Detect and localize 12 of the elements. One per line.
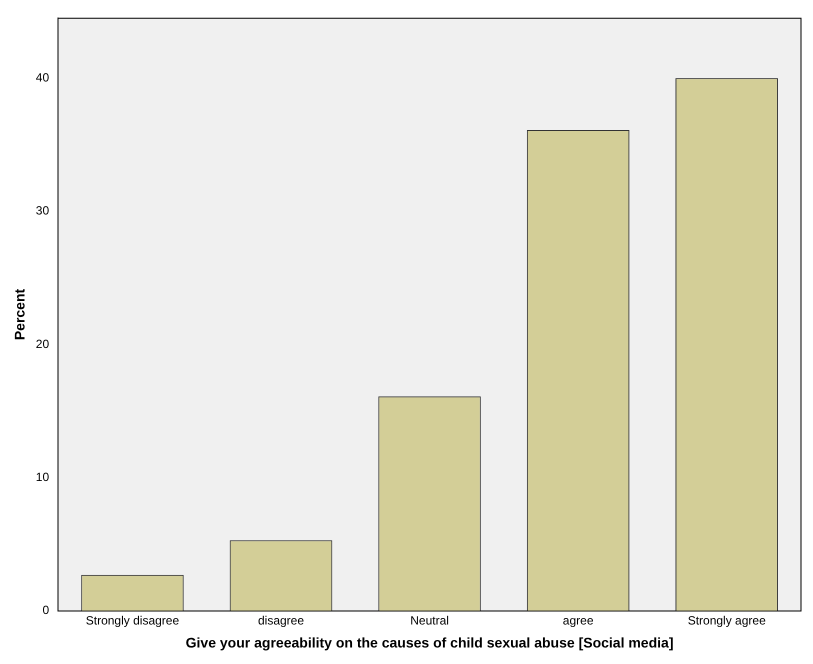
- x-tick-label: Strongly agree: [688, 613, 766, 628]
- y-tick-label: 30: [36, 204, 50, 218]
- y-tick-label: 10: [36, 470, 50, 484]
- y-tick-label: 0: [42, 603, 50, 618]
- x-tick-label: disagree: [258, 613, 304, 628]
- x-tick-label: Neutral: [410, 613, 449, 628]
- y-axis-title: Percent: [11, 288, 28, 340]
- x-tick-label: agree: [562, 613, 594, 628]
- y-tick-label: 20: [36, 336, 50, 351]
- x-tick-label: Strongly disagree: [86, 613, 180, 628]
- y-tick-label: 40: [36, 70, 50, 84]
- x-axis-title: Give your agreeability on the causes of child sexual abuse [Social media]: [186, 634, 674, 650]
